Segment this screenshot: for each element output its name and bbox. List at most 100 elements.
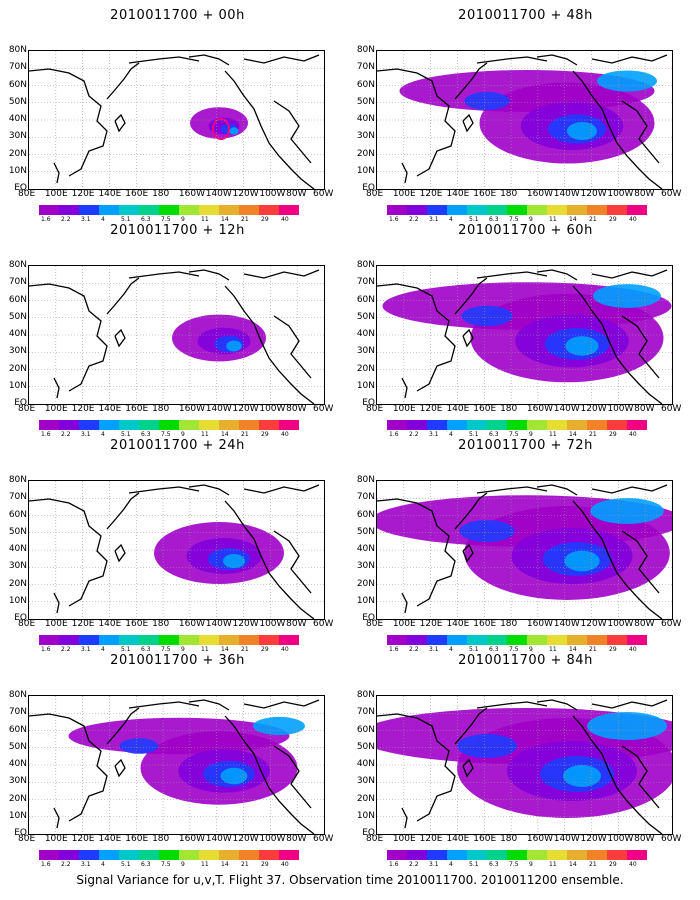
map-canvas xyxy=(29,696,324,834)
coastline xyxy=(401,377,408,399)
colorbar-label: 1.6 xyxy=(41,861,51,868)
latitude-label: 10N xyxy=(356,165,375,176)
coastline xyxy=(462,543,474,563)
colorbar-label: 6.3 xyxy=(489,431,499,438)
colorbar-swatch xyxy=(447,205,467,215)
colorbar-swatch xyxy=(527,420,547,430)
colorbar-label: 11 xyxy=(201,431,209,438)
coastline xyxy=(273,100,312,164)
latitude-label: 20N xyxy=(8,578,27,589)
colorbar-label: 2.2 xyxy=(409,646,419,653)
colorbar-swatch xyxy=(507,420,527,430)
colorbar-swatch xyxy=(139,205,159,215)
longitude-label: 100W xyxy=(607,834,634,844)
longitude-label: 80W xyxy=(286,834,307,844)
colorbar xyxy=(39,635,299,645)
panel-title: 2010011700 + 84h xyxy=(458,653,593,668)
colorbar-swatch xyxy=(467,420,487,430)
map-frame xyxy=(28,50,325,190)
longitude-label: 140E xyxy=(446,834,470,844)
colorbar-swatch xyxy=(547,635,567,645)
latitude-label: 30N xyxy=(8,131,27,142)
coastline xyxy=(377,68,456,177)
latitude-label: 80N xyxy=(8,690,27,700)
latitude-label: 40N xyxy=(8,544,27,554)
longitude-label: 140E xyxy=(446,619,470,629)
colorbar-swatch xyxy=(547,205,567,215)
colorbar-swatch xyxy=(587,850,607,860)
colorbar-swatch xyxy=(627,205,647,215)
longitude-label: 140W xyxy=(553,189,580,199)
coastline xyxy=(377,283,456,392)
coastline xyxy=(572,285,663,404)
colorbar-label: 4 xyxy=(449,861,453,868)
colorbar-label: 6.3 xyxy=(141,861,151,868)
longitude-label: 100W xyxy=(607,619,634,629)
map-canvas xyxy=(377,481,672,619)
colorbar-label: 21 xyxy=(241,431,249,438)
colorbar-swatch xyxy=(99,420,119,430)
map-panel: 2010011700 + 60h 80N 70N 60N 50N 40N 30N 20N 10N… xyxy=(353,223,698,438)
colorbar-label: 14 xyxy=(569,646,577,653)
coastline xyxy=(243,484,320,494)
coastline xyxy=(188,269,230,281)
colorbar-swatch xyxy=(179,850,199,860)
colorbar-label: 9 xyxy=(529,431,533,438)
longitude-label: 60W xyxy=(661,404,682,414)
colorbar-swatch xyxy=(607,635,627,645)
coastline xyxy=(273,530,312,594)
colorbar-label: 21 xyxy=(241,216,249,223)
longitude-label: 140E xyxy=(98,404,122,414)
colorbar-label: 29 xyxy=(609,646,617,653)
coastline xyxy=(377,713,456,822)
latitude-label: 70N xyxy=(8,492,27,503)
colorbar-swatch xyxy=(139,635,159,645)
panel-title: 2010011700 + 00h xyxy=(110,8,245,23)
longitude-label: 120E xyxy=(71,189,95,199)
colorbar-label: 2.2 xyxy=(409,431,419,438)
colorbar-swatch xyxy=(527,850,547,860)
longitude-label: 140W xyxy=(205,619,232,629)
colorbar-label: 14 xyxy=(221,216,229,223)
colorbar-swatch xyxy=(547,420,567,430)
variance-contour xyxy=(223,554,245,568)
coastline xyxy=(53,592,60,614)
colorbar-swatch xyxy=(387,205,407,215)
longitude-label: 120E xyxy=(419,619,443,629)
colorbar-label: 40 xyxy=(281,431,289,438)
colorbar-swatch xyxy=(39,635,59,645)
colorbar-label: 9 xyxy=(529,216,533,223)
colorbar-swatch xyxy=(467,635,487,645)
colorbar-label: 2.2 xyxy=(61,431,71,438)
longitude-label: 120E xyxy=(71,404,95,414)
coastline xyxy=(476,271,548,279)
coastline xyxy=(128,701,200,709)
coastline xyxy=(29,713,108,822)
colorbar-swatch xyxy=(179,635,199,645)
latitude-label: 80N xyxy=(356,45,375,55)
map-panel: 2010011700 + 48h 80N 70N 60N 50N 40N 30N 20N 10N… xyxy=(353,8,698,223)
colorbar-label: 21 xyxy=(589,216,597,223)
colorbar-label: 4 xyxy=(449,646,453,653)
colorbar-label: 9 xyxy=(181,431,185,438)
longitude-label: 140E xyxy=(446,404,470,414)
longitude-label: 140E xyxy=(98,189,122,199)
colorbar-swatch xyxy=(627,420,647,430)
latitude-label: 70N xyxy=(8,62,27,73)
colorbar-swatch xyxy=(279,205,299,215)
coastline xyxy=(188,484,230,496)
colorbar-label: 11 xyxy=(549,216,557,223)
colorbar-label: 4 xyxy=(101,861,105,868)
latitude-label: 30N xyxy=(356,776,375,787)
map-canvas xyxy=(29,51,324,189)
colorbar-label: 11 xyxy=(549,431,557,438)
coastline xyxy=(128,486,200,494)
map-canvas xyxy=(377,51,672,189)
latitude-label: EQ xyxy=(362,183,375,193)
colorbar-label: 3.1 xyxy=(429,861,439,868)
colorbar-label: 40 xyxy=(281,861,289,868)
colorbar-swatch xyxy=(79,635,99,645)
panel-title: 2010011700 + 48h xyxy=(458,8,593,23)
longitude-label: 120W xyxy=(232,404,259,414)
colorbar-swatch xyxy=(239,850,259,860)
